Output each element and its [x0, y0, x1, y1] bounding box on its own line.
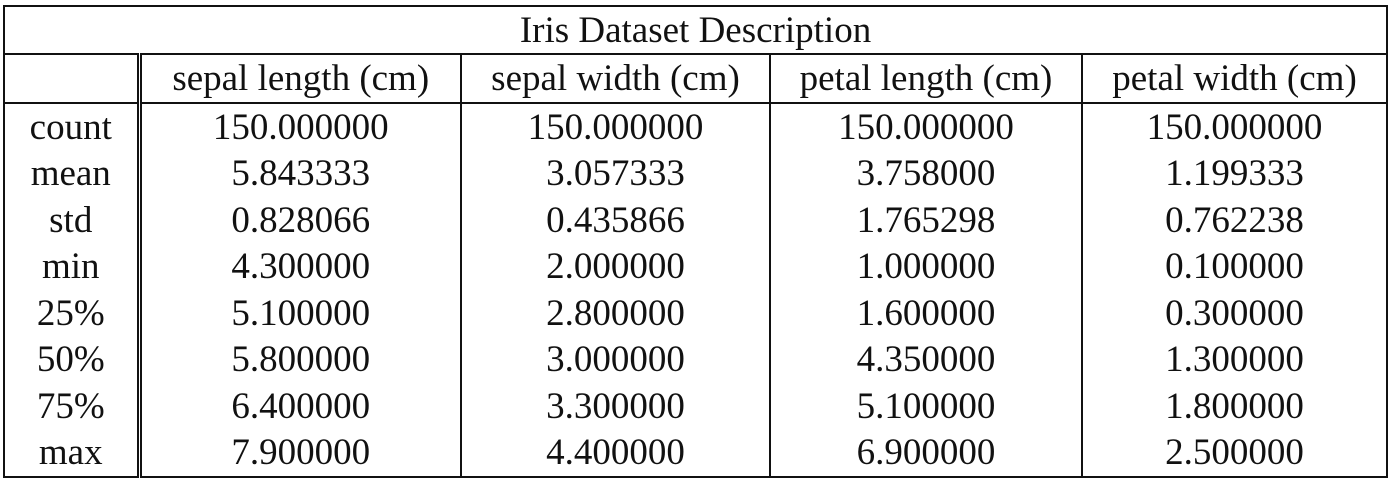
cell-petal-length: 1.600000 [770, 290, 1083, 337]
cell-petal-length: 6.900000 [770, 429, 1083, 478]
cell-sepal-length: 6.400000 [139, 383, 462, 430]
row-label: min [3, 243, 142, 290]
cell-petal-length: 1.765298 [770, 197, 1083, 244]
cell-petal-width: 0.100000 [1082, 243, 1389, 290]
table-row: count 150.000000 150.000000 150.000000 150.0… [3, 103, 1389, 151]
row-label: 25% [3, 290, 142, 337]
cell-sepal-length: 150.000000 [139, 103, 462, 151]
cell-petal-length: 4.350000 [770, 336, 1083, 383]
cell-sepal-width: 0.435866 [461, 197, 771, 244]
table-row: std 0.828066 0.435866 1.765298 0.762238 [3, 197, 1389, 244]
cell-sepal-length: 5.100000 [139, 290, 462, 337]
cell-sepal-length: 0.828066 [139, 197, 462, 244]
cell-petal-width: 1.199333 [1082, 150, 1389, 197]
table-row: 25% 5.100000 2.800000 1.600000 0.300000 [3, 290, 1389, 337]
cell-petal-width: 0.300000 [1082, 290, 1389, 337]
row-label: 50% [3, 336, 142, 383]
row-label: std [3, 197, 142, 244]
column-header-sepal-length: sepal length (cm) [139, 54, 462, 104]
row-label: 75% [3, 383, 142, 430]
table-row: 50% 5.800000 3.000000 4.350000 1.300000 [3, 336, 1389, 383]
cell-sepal-width: 3.300000 [461, 383, 771, 430]
cell-petal-width: 0.762238 [1082, 197, 1389, 244]
table-header-row: sepal length (cm) sepal width (cm) petal… [3, 54, 1389, 104]
cell-sepal-width: 2.000000 [461, 243, 771, 290]
row-label: mean [3, 150, 142, 197]
table-body: count 150.000000 150.000000 150.000000 150.0… [3, 103, 1389, 478]
table-row: 75% 6.400000 3.300000 5.100000 1.800000 [3, 383, 1389, 430]
cell-sepal-width: 150.000000 [461, 103, 771, 151]
cell-petal-width: 150.000000 [1082, 103, 1389, 151]
cell-sepal-width: 4.400000 [461, 429, 771, 478]
cell-petal-width: 1.300000 [1082, 336, 1389, 383]
iris-description-table: Iris Dataset Description sepal length (c… [2, 5, 1389, 478]
header-corner [3, 54, 142, 104]
cell-petal-length: 3.758000 [770, 150, 1083, 197]
row-label: count [3, 103, 142, 151]
table-row: max 7.900000 4.400000 6.900000 2.500000 [3, 429, 1389, 478]
table-title: Iris Dataset Description [2, 5, 1389, 55]
column-header-sepal-width: sepal width (cm) [461, 54, 771, 104]
table-row: mean 5.843333 3.057333 3.758000 1.199333 [3, 150, 1389, 197]
table-row: min 4.300000 2.000000 1.000000 0.100000 [3, 243, 1389, 290]
cell-sepal-width: 3.057333 [461, 150, 771, 197]
cell-petal-width: 1.800000 [1082, 383, 1389, 430]
column-header-petal-length: petal length (cm) [770, 54, 1083, 104]
cell-sepal-length: 5.800000 [139, 336, 462, 383]
cell-sepal-width: 3.000000 [461, 336, 771, 383]
cell-petal-width: 2.500000 [1082, 429, 1389, 478]
cell-sepal-length: 5.843333 [139, 150, 462, 197]
cell-petal-length: 1.000000 [770, 243, 1083, 290]
cell-sepal-length: 7.900000 [139, 429, 462, 478]
cell-petal-length: 150.000000 [770, 103, 1083, 151]
cell-sepal-length: 4.300000 [139, 243, 462, 290]
cell-sepal-width: 2.800000 [461, 290, 771, 337]
row-label: max [3, 429, 142, 478]
cell-petal-length: 5.100000 [770, 383, 1083, 430]
column-header-petal-width: petal width (cm) [1082, 54, 1389, 104]
